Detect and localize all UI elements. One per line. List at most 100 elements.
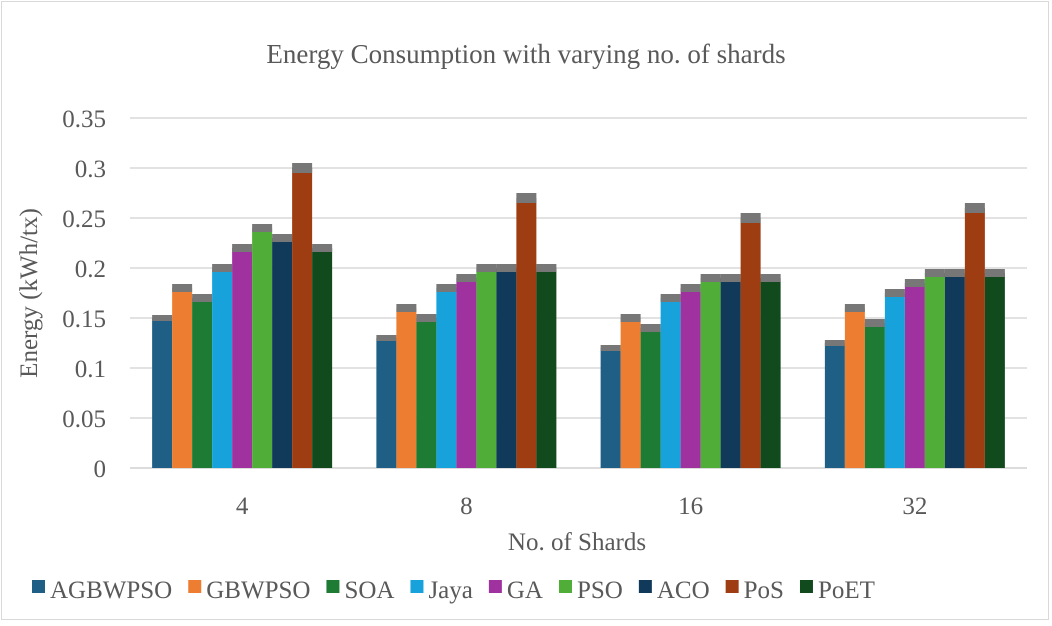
error-bar-gbwpso-32 [844, 304, 865, 312]
bar-ga-16 [680, 288, 701, 468]
legend-label: AGBWPSO [50, 577, 172, 604]
legend-label: SOA [344, 577, 394, 604]
error-bar-jaya-8 [436, 284, 457, 292]
error-bar-aco-4 [272, 234, 293, 242]
bar-soa-32 [864, 323, 885, 468]
error-bar-ga-16 [680, 284, 701, 292]
x-tick-label: 32 [902, 493, 927, 520]
y-axis-title: Energy (kWh/tx) [16, 208, 43, 378]
error-bar-gbwpso-8 [396, 304, 417, 312]
bar-pso-8 [476, 268, 497, 468]
error-bar-poet-16 [760, 274, 781, 282]
bar-jaya-4 [212, 268, 233, 468]
error-bar-pso-32 [924, 269, 945, 277]
bar-jaya-16 [660, 298, 681, 468]
x-tick-label: 16 [678, 493, 703, 520]
bar-pso-32 [924, 273, 945, 468]
legend-swatch [638, 580, 652, 593]
legend-label: ACO [657, 577, 710, 604]
bar-aco-4 [272, 238, 293, 468]
error-bar-pos-16 [740, 213, 761, 223]
bar-pso-16 [700, 278, 721, 468]
error-bar-pso-4 [252, 224, 273, 232]
bar-ga-4 [232, 248, 253, 468]
error-bar-aco-8 [496, 264, 517, 272]
legend-swatch [799, 580, 813, 593]
y-axis-ticks: 0 0.05 0.1 0.15 0.2 0.25 0.3 0.35 [62, 106, 106, 483]
x-axis-title: No. of Shards [508, 529, 646, 556]
y-tick-label: 0.35 [62, 106, 106, 133]
legend-swatch [188, 580, 202, 593]
error-bar-agbwpso-4 [152, 315, 173, 321]
chart-title: Energy Consumption with varying no. of s… [266, 39, 785, 69]
bar-poet-4 [312, 248, 333, 468]
bar-poet-8 [536, 268, 557, 468]
bar-poet-16 [760, 278, 781, 468]
legend-swatch [725, 580, 739, 593]
bar-pos-8 [516, 198, 537, 468]
bar-soa-16 [640, 328, 661, 468]
bar-gbwpso-8 [396, 308, 417, 468]
y-tick-label: 0.3 [75, 156, 106, 183]
error-bar-gbwpso-16 [620, 314, 641, 322]
error-bar-gbwpso-4 [172, 284, 193, 292]
error-bar-soa-8 [416, 314, 437, 322]
error-bar-pos-8 [516, 193, 537, 203]
legend-label: GA [507, 577, 543, 604]
legend: AGBWPSO GBWPSO SOA Jaya GA PSO ACO PoS PoET [32, 577, 875, 604]
error-bar-poet-32 [984, 269, 1005, 277]
y-tick-label: 0 [94, 456, 107, 483]
bar-aco-8 [496, 268, 517, 468]
bar-gbwpso-16 [620, 318, 641, 468]
y-tick-label: 0.25 [62, 206, 106, 233]
error-bar-pos-4 [292, 163, 313, 173]
legend-swatch [326, 580, 340, 593]
y-tick-label: 0.2 [75, 256, 106, 283]
error-bar-soa-4 [192, 294, 213, 302]
bar-jaya-32 [884, 293, 905, 468]
bar-soa-8 [416, 318, 437, 468]
error-bar-jaya-4 [212, 264, 233, 272]
error-bar-poet-8 [536, 264, 557, 272]
legend-swatch [488, 580, 502, 593]
error-bar-poet-4 [312, 244, 333, 252]
error-bar-aco-32 [944, 269, 965, 277]
error-bar-agbwpso-32 [824, 340, 845, 346]
error-bar-ga-32 [904, 279, 925, 287]
bar-agbwpso-32 [824, 343, 845, 468]
x-tick-label: 8 [460, 493, 473, 520]
y-tick-label: 0.05 [62, 406, 106, 433]
bar-pos-32 [964, 208, 985, 468]
bar-pos-4 [292, 168, 313, 468]
bar-pos-16 [740, 218, 761, 468]
error-bar-jaya-32 [884, 289, 905, 297]
bar-aco-16 [720, 278, 741, 468]
error-bar-pso-8 [476, 264, 497, 272]
bar-soa-4 [192, 298, 213, 468]
error-bar-ga-4 [232, 244, 253, 252]
error-bar-pso-16 [700, 274, 721, 282]
bar-poet-32 [984, 273, 1005, 468]
bar-gbwpso-32 [844, 308, 865, 468]
bar-aco-32 [944, 273, 965, 468]
legend-swatch [410, 580, 424, 593]
legend-swatch [32, 580, 45, 593]
legend-label: GBWPSO [206, 577, 310, 604]
legend-label: PoET [818, 577, 875, 604]
error-bar-pos-32 [964, 203, 985, 213]
legend-label: PSO [577, 577, 623, 604]
bars [152, 163, 1005, 468]
x-tick-label: 4 [236, 493, 249, 520]
bar-ga-32 [904, 283, 925, 468]
bar-agbwpso-4 [152, 318, 173, 468]
error-bar-soa-32 [864, 319, 885, 327]
bar-gbwpso-4 [172, 288, 193, 468]
x-axis-ticks: 4 8 16 32 [236, 493, 928, 520]
legend-label: PoS [744, 577, 784, 604]
error-bar-soa-16 [640, 324, 661, 332]
bar-jaya-8 [436, 288, 457, 468]
y-tick-label: 0.1 [75, 356, 106, 383]
legend-swatch [558, 580, 572, 593]
